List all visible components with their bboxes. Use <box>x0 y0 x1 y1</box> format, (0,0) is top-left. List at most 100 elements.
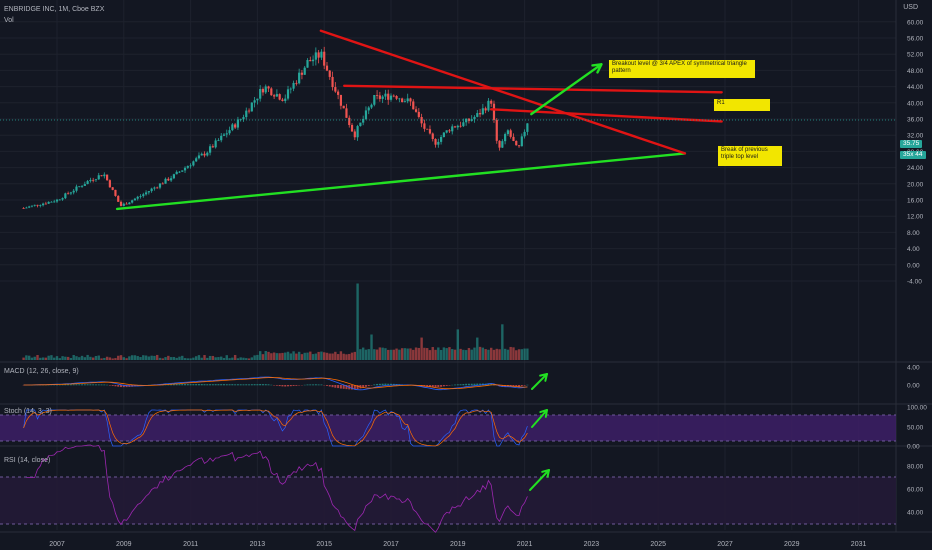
volume-bar <box>275 353 279 360</box>
volume-bar <box>245 358 248 360</box>
price-tick-label: 4.00 <box>907 246 920 253</box>
time-tick-label: 2019 <box>450 541 466 548</box>
macd-hist-bar <box>206 384 209 386</box>
note-triple-top[interactable]: Break of previous triple top level <box>718 146 782 166</box>
candle-body <box>356 126 359 138</box>
macd-hist-bar <box>223 384 225 386</box>
macd-hist-bar <box>303 384 306 386</box>
time-axis: 2007 2009 2011 2013 2015 2017 2019 2021 2023 2025… <box>49 541 866 548</box>
macd-hist-bar <box>325 385 328 386</box>
macd-hist-bar <box>239 384 242 386</box>
candle-body <box>353 131 356 138</box>
volume-bar <box>161 358 164 360</box>
candle-body <box>78 186 81 188</box>
volume-bar <box>487 349 490 360</box>
candle-body <box>412 101 415 110</box>
volume-bar <box>367 349 370 360</box>
macd-hist-bar <box>189 384 192 386</box>
macd-hist-bar <box>100 384 103 386</box>
candle-body <box>122 203 125 206</box>
candle-body <box>114 189 117 196</box>
indicator-tick-label: 4.00 <box>907 365 920 372</box>
volume-bar <box>111 358 114 360</box>
candle-body <box>153 187 156 189</box>
time-tick-label: 2021 <box>517 541 533 548</box>
candle-body <box>222 134 226 136</box>
candle-body <box>25 207 28 209</box>
candle-body <box>111 187 114 190</box>
macd-hist-bar <box>81 384 84 386</box>
volume-bar <box>228 358 231 360</box>
candle-body <box>381 96 384 99</box>
stoch-k-line <box>23 409 528 447</box>
candle-body <box>142 194 145 197</box>
candle-body <box>423 123 426 129</box>
candle-body <box>298 72 301 84</box>
volume-bar <box>156 354 159 360</box>
macd-hist-bar <box>122 385 125 388</box>
macd-hist-bar <box>69 384 72 386</box>
volume-bar <box>478 346 482 360</box>
volume-bar <box>387 349 390 360</box>
volume-bar <box>375 349 379 360</box>
candle-body <box>186 166 189 168</box>
macd-hist-bar <box>334 385 337 388</box>
candle-body <box>225 133 228 135</box>
candle-body <box>339 94 342 106</box>
volume-bar <box>89 356 92 360</box>
volume-bar <box>108 357 112 360</box>
volume-bar <box>114 358 117 360</box>
volume-bar <box>78 357 81 360</box>
volume-bar <box>50 355 53 360</box>
candle-body <box>83 184 86 186</box>
volume-bar <box>325 352 329 360</box>
volume-bar <box>128 356 131 360</box>
volume-bar <box>492 349 496 360</box>
candle-body <box>323 51 326 66</box>
note-r1[interactable]: R1 <box>714 99 770 111</box>
price-tick-label: 32.00 <box>907 133 924 140</box>
candle-body <box>292 82 295 89</box>
volume-bar <box>267 351 270 360</box>
candle-body <box>345 108 348 118</box>
volume-bar <box>153 355 156 360</box>
volume-bar <box>345 354 348 360</box>
volume-bar <box>356 283 359 360</box>
volume-bar <box>501 324 504 360</box>
volume-bar <box>22 357 25 360</box>
price-tick-label: 52.00 <box>907 52 924 59</box>
note-breakout[interactable]: Breakout level @ 3/4 APEX of symmetrical… <box>609 60 755 78</box>
candle-body <box>417 111 420 117</box>
candle-body <box>28 206 31 208</box>
volume-bar <box>167 355 170 360</box>
volume-label: Vol <box>4 17 14 24</box>
volume-bar <box>217 357 220 360</box>
macd-hist-bar <box>292 385 295 386</box>
macd-hist-bar <box>170 384 173 386</box>
candle-body <box>64 193 67 199</box>
macd-hist-bar <box>476 383 479 386</box>
volume-bar <box>208 355 212 360</box>
macd-hist-bar <box>390 383 392 386</box>
candle-body <box>234 124 237 128</box>
macd-hist-bar <box>236 384 239 386</box>
candle-body <box>350 124 354 132</box>
candle-body <box>286 89 290 99</box>
candle-body <box>490 100 493 104</box>
volume-bar <box>484 349 487 360</box>
volume-bar <box>526 348 529 360</box>
macd-hist-bar <box>373 384 376 386</box>
macd-up-arrow-head <box>539 373 548 382</box>
macd-hist-bar <box>234 384 237 386</box>
rsi <box>26 444 528 533</box>
volume-bar <box>36 355 39 360</box>
candle-body <box>108 180 111 188</box>
volume-bar <box>281 352 284 360</box>
volume-bar <box>169 357 173 360</box>
candle-body <box>86 181 89 185</box>
volume-bar <box>200 357 203 360</box>
macd-hist-bar <box>490 383 493 386</box>
time-tick-label: 2025 <box>650 541 666 548</box>
volume-bar <box>44 357 48 360</box>
